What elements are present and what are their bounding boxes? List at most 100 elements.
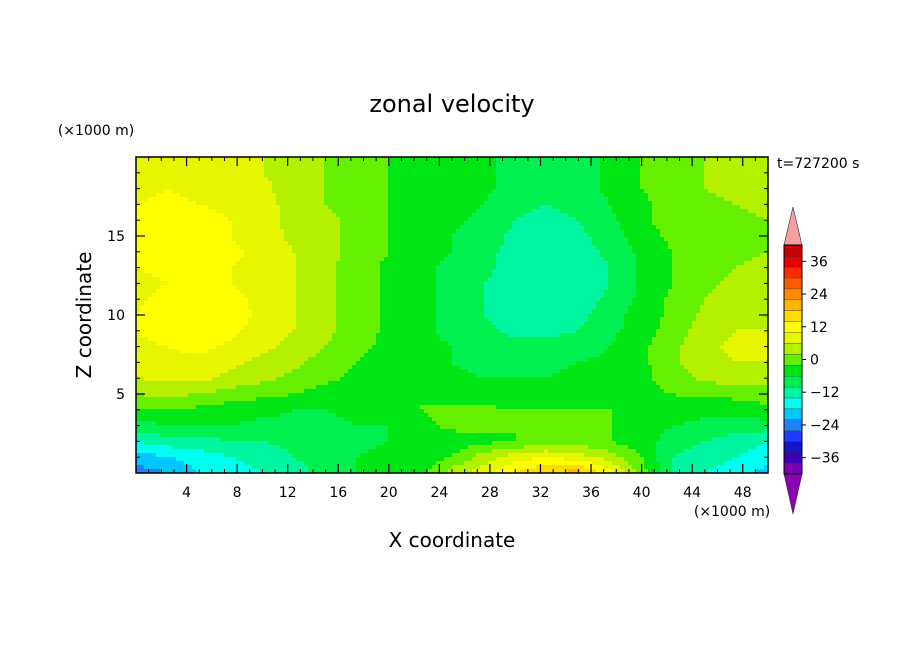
field-cell [636, 165, 641, 170]
field-cell [312, 193, 317, 198]
field-cell [236, 161, 241, 166]
field-cell [312, 269, 317, 274]
field-cell [584, 201, 589, 206]
field-cell [760, 161, 765, 166]
field-cell [312, 161, 317, 166]
field-cell [692, 265, 697, 270]
field-cell [212, 177, 217, 182]
field-cell [596, 249, 601, 254]
field-cell [704, 229, 709, 234]
field-cell [676, 233, 681, 238]
field-cell [360, 245, 365, 250]
field-cell [308, 193, 313, 198]
field-cell [368, 205, 373, 210]
field-cell [408, 205, 413, 210]
field-cell [404, 273, 409, 278]
field-cell [420, 177, 425, 182]
field-cell [364, 201, 369, 206]
field-cell [244, 249, 249, 254]
field-cell [528, 253, 533, 258]
field-cell [356, 205, 361, 210]
field-cell [196, 221, 201, 226]
field-cell [316, 229, 321, 234]
field-cell [292, 261, 297, 266]
field-cell [720, 249, 725, 254]
field-cell [652, 209, 657, 214]
field-cell [492, 249, 497, 254]
field-cell [348, 253, 353, 258]
field-cell [664, 173, 669, 178]
field-cell [292, 225, 297, 230]
field-cell [448, 229, 453, 234]
field-cell [464, 277, 469, 282]
field-cell [484, 193, 489, 198]
field-cell [468, 161, 473, 166]
field-cell [716, 217, 721, 222]
field-cell [240, 173, 245, 178]
field-cell [260, 249, 265, 254]
field-cell [472, 193, 477, 198]
field-cell [284, 229, 289, 234]
field-cell [344, 189, 349, 194]
field-cell [352, 281, 357, 286]
field-cell [572, 221, 577, 226]
field-cell [516, 221, 521, 226]
field-cell [696, 189, 701, 194]
field-cell [676, 193, 681, 198]
field-cell [316, 161, 321, 166]
field-cell [356, 185, 361, 190]
field-cell [344, 185, 349, 190]
field-cell [596, 165, 601, 170]
field-cell [380, 245, 385, 250]
field-cell [140, 173, 145, 178]
field-cell [756, 213, 761, 218]
field-cell [692, 257, 697, 262]
field-cell [668, 197, 673, 202]
field-cell [704, 265, 709, 270]
field-cell [656, 213, 661, 218]
field-cell [296, 161, 301, 166]
field-cell [320, 249, 325, 254]
field-cell [408, 173, 413, 178]
field-cell [364, 269, 369, 274]
field-cell [180, 281, 185, 286]
field-cell [432, 173, 437, 178]
field-cell [704, 193, 709, 198]
field-cell [608, 217, 613, 222]
field-cell [508, 265, 513, 270]
field-cell [588, 269, 593, 274]
field-cell [284, 233, 289, 238]
field-cell [644, 273, 649, 278]
field-cell [404, 241, 409, 246]
field-cell [296, 261, 301, 266]
field-cell [176, 273, 181, 278]
field-cell [484, 189, 489, 194]
field-cell [324, 197, 329, 202]
field-cell [568, 237, 573, 242]
field-cell [672, 269, 677, 274]
field-cell [536, 197, 541, 202]
field-cell [416, 241, 421, 246]
field-cell [524, 221, 529, 226]
field-cell [476, 213, 481, 218]
field-cell [500, 217, 505, 222]
field-cell [412, 233, 417, 238]
field-cell [712, 177, 717, 182]
field-cell [204, 201, 209, 206]
field-cell [680, 253, 685, 258]
field-cell [648, 173, 653, 178]
field-cell [240, 261, 245, 266]
field-cell [668, 261, 673, 266]
field-cell [436, 233, 441, 238]
field-cell [176, 241, 181, 246]
field-cell [140, 197, 145, 202]
field-cell [256, 261, 261, 266]
field-cell [292, 185, 297, 190]
field-cell [196, 165, 201, 170]
field-cell [576, 253, 581, 258]
field-cell [608, 181, 613, 186]
field-cell [268, 245, 273, 250]
field-cell [236, 249, 241, 254]
field-cell [636, 173, 641, 178]
field-cell [452, 249, 457, 254]
